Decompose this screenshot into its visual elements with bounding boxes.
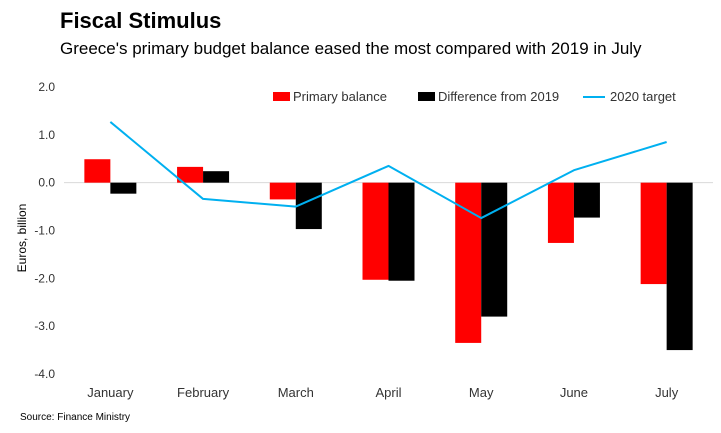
legend-label: Difference from 2019 [438, 89, 559, 104]
y-tick-label: 2.0 [38, 80, 55, 94]
x-tick-label: February [177, 385, 230, 400]
bar-primary-balance [362, 182, 389, 280]
bar-primary-balance [640, 182, 667, 285]
y-tick-label: 0.0 [38, 176, 55, 190]
bar-difference-from-2019 [666, 182, 693, 351]
y-tick-labels: 2.0 1.0 0.0 -1.0 -2.0 -3.0 -4.0 [34, 80, 55, 381]
y-tick-label: 1.0 [38, 128, 55, 142]
legend: Primary balance Difference from 2019 2020 … [273, 89, 676, 104]
x-tick-label: January [87, 385, 134, 400]
bar-primary-balance [455, 182, 482, 343]
bar-primary-balance [84, 159, 111, 183]
x-tick-label: March [278, 385, 314, 400]
bar-difference-from-2019 [203, 171, 230, 183]
legend-swatch [273, 92, 290, 101]
x-tick-label: July [655, 385, 679, 400]
bar-difference-from-2019 [481, 182, 508, 317]
y-tick-label: -4.0 [34, 367, 55, 381]
target-line [109, 121, 667, 220]
y-tick-label: -3.0 [34, 319, 55, 333]
bars [84, 159, 693, 351]
x-tick-label: June [560, 385, 588, 400]
y-tick-label: -1.0 [34, 224, 55, 238]
bar-primary-balance [177, 166, 204, 183]
chart-title: Fiscal Stimulus [60, 8, 222, 33]
legend-label: Primary balance [293, 89, 387, 104]
bar-difference-from-2019 [573, 182, 600, 218]
legend-swatch [418, 92, 435, 101]
x-tick-label: April [375, 385, 401, 400]
chart-subtitle: Greece's primary budget balance eased th… [60, 39, 642, 58]
bar-difference-from-2019 [388, 182, 415, 281]
x-tick-labels: January February March April May June July [87, 385, 678, 400]
x-tick-label: May [469, 385, 494, 400]
bar-primary-balance [269, 182, 296, 200]
source-note: Source: Finance Ministry [20, 412, 131, 423]
bar-difference-from-2019 [110, 182, 137, 194]
legend-label: 2020 target [610, 89, 676, 104]
bar-primary-balance [547, 182, 574, 243]
bar-difference-from-2019 [295, 182, 322, 230]
y-tick-label: -2.0 [34, 271, 55, 285]
